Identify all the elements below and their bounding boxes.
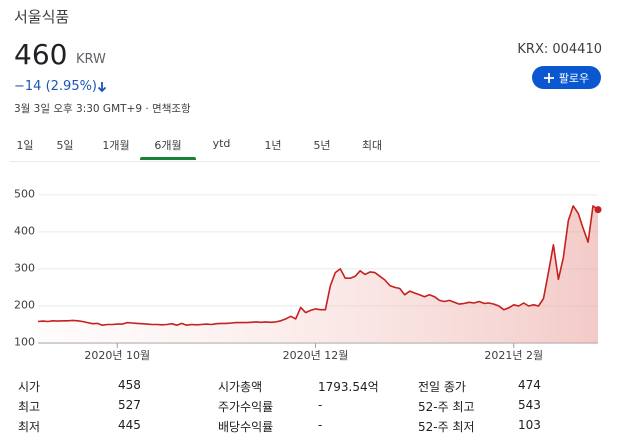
stat-value: 1793.54억 [318,380,379,394]
price: 460 [14,38,68,71]
range-tab[interactable]: 1개월 [102,139,130,152]
stat-value: 103 [518,418,541,432]
range-tab[interactable]: 최대 [361,139,383,152]
plus-icon [543,72,554,83]
range-tabs: 1일 5일 1개월 6개월 ytd 1년 5년 최대 [10,134,397,160]
currency: KRW [76,52,106,67]
range-tab[interactable]: 1년 [264,139,282,152]
chart: 100 200 300 400 500 2020년 10월 2020년 12월 2021년 2… [14,187,602,362]
stats-table: 시가 458 시가총액 1793.54억 전일 종가 474 최고 527 주가수익률 - 52-주… [18,378,598,435]
last-point [594,206,602,214]
stat-label: 최저 [18,420,41,434]
stat-value: 474 [518,378,541,392]
stat-label: 주가수익률 [218,400,274,414]
range-tab[interactable]: 6개월 [140,134,196,160]
ticker: KRX: 004410 [517,42,602,57]
range-tab[interactable]: 5일 [56,139,74,152]
x-tick-label: 2020년 10월 [84,349,150,362]
y-tick-label: 100 [14,336,35,349]
stat-value: 527 [118,398,141,412]
separator [10,161,600,162]
range-tab[interactable]: 5년 [313,139,331,152]
stat-label: 최고 [18,400,41,414]
price-line [37,205,599,326]
x-tick-label: 2021년 2월 [484,349,543,362]
y-tick-label: 500 [14,187,35,200]
stat-label: 전일 종가 [418,380,466,394]
range-tab[interactable]: 1일 [16,139,34,152]
stat-value: 458 [118,378,141,392]
price-change: −14 (2.95%) [14,79,98,94]
stat-value: 445 [118,418,141,432]
stat-label: 배당수익률 [218,420,274,434]
stat-label: 52-주 최저 [418,420,475,434]
stat-label: 시가총액 [218,380,263,394]
follow-button[interactable]: 팔로우 [532,66,601,89]
stat-label: 시가 [18,380,41,394]
y-tick-label: 200 [14,298,35,311]
follow-label: 팔로우 [558,71,590,85]
down-arrow [97,82,107,93]
y-tick-label: 300 [14,261,35,274]
x-tick-label: 2020년 12월 [283,349,349,362]
y-tick-label: 400 [14,224,35,237]
stat-value: - [318,398,323,412]
stat-value: - [318,418,323,432]
stat-value: 543 [518,398,541,412]
stat-label: 52-주 최고 [418,400,475,414]
area-fill [38,205,598,343]
timestamp: 3월 3일 오후 3:30 GMT+9 · 면책조항 [14,103,191,115]
company-name: 서울식품 [14,8,70,26]
range-tab[interactable]: ytd [212,137,231,150]
